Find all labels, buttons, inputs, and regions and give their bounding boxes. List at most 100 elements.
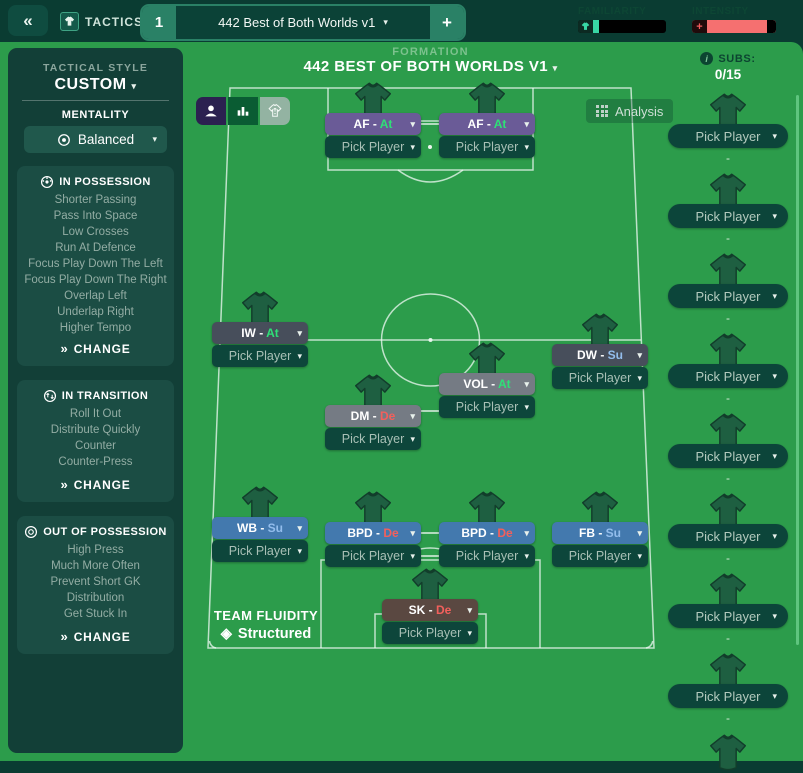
instruction-item: Low Crosses [62, 226, 129, 238]
role-duty-button[interactable]: IW - At ▾ [212, 322, 308, 344]
chevron-down-icon: ▾ [772, 450, 777, 461]
section-title: OUT OF POSSESSION [24, 525, 167, 539]
section-instructions: Shorter Passing Pass Into Space Low Crosse… [24, 192, 166, 336]
pick-player-button[interactable]: Pick Player ▾ [212, 345, 308, 367]
sub-pick-player-button[interactable]: Pick Player ▾ [668, 364, 788, 388]
role-duty-button[interactable]: DM - De ▾ [325, 405, 421, 427]
pick-player-button[interactable]: Pick Player ▾ [382, 622, 478, 644]
sub-pick-player-button[interactable]: Pick Player ▾ [668, 524, 788, 548]
formation-name: 442 BEST OF BOTH WORLDS V1 [303, 58, 549, 75]
add-tactic-button[interactable]: + [430, 6, 464, 39]
tactical-style-dropdown[interactable]: CUSTOM ▾ [8, 76, 183, 94]
sub-pick-player-button[interactable]: Pick Player ▾ [668, 124, 788, 148]
tactics-kit-icon [60, 12, 79, 31]
kit-view-button[interactable] [260, 97, 290, 125]
role-duty-button[interactable]: AF - At ▾ [439, 113, 535, 135]
double-chevron-icon: » [60, 477, 68, 492]
mentality-label: MENTALITY [61, 109, 130, 121]
familiarity-bar [578, 20, 666, 33]
pick-player-label: Pick Player [695, 688, 761, 704]
chevron-down-icon: ▾ [772, 610, 777, 621]
sub-separator: - [726, 311, 730, 325]
role-duty-button[interactable]: SK - De ▾ [382, 599, 478, 621]
chevron-down-icon: ▾ [410, 410, 415, 421]
sub-pick-player-button[interactable]: Pick Player ▾ [668, 204, 788, 228]
intensity-cap [767, 20, 776, 33]
chevron-down-icon: ▾ [467, 627, 472, 638]
scrollbar[interactable] [796, 95, 799, 645]
chevron-down-icon: ▾ [467, 604, 472, 615]
section-instructions: High Press Much More Often Prevent Short G… [50, 542, 140, 622]
role-duty-button[interactable]: AF - At ▾ [325, 113, 421, 135]
structured-diamond-icon: ◈ [220, 626, 232, 642]
out-of-possession-icon [24, 525, 38, 539]
pick-player-button[interactable]: Pick Player ▾ [439, 136, 535, 158]
pick-player-button[interactable]: Pick Player ▾ [325, 136, 421, 158]
mentality-dropdown[interactable]: Balanced ▾ [24, 126, 167, 153]
pick-player-button[interactable]: Pick Player ▾ [439, 396, 535, 418]
transition-icon [43, 389, 57, 403]
instruction-item: Counter-Press [58, 456, 133, 468]
change-button[interactable]: » CHANGE [60, 477, 131, 492]
pick-player-label: Pick Player [455, 549, 519, 563]
pick-player-button[interactable]: Pick Player ▾ [552, 545, 648, 567]
familiarity-kit-icon [578, 20, 593, 33]
role-duty-button[interactable]: FB - Su ▾ [552, 522, 648, 544]
role-duty-label: VOL - At [463, 377, 511, 391]
sub-separator: - [726, 391, 730, 405]
pick-player-label: Pick Player [341, 140, 405, 154]
instruction-item: Focus Play Down The Left [28, 258, 163, 270]
pick-player-label: Pick Player [341, 549, 405, 563]
chevron-down-icon: ▾ [637, 349, 642, 360]
chevron-down-icon: ▾ [410, 527, 415, 538]
familiarity-label: FAMILIARITY [578, 6, 647, 17]
chevron-down-icon: ▾ [637, 550, 642, 561]
pick-player-label: Pick Player [228, 349, 292, 363]
tactic-name-dropdown[interactable]: 442 Best of Both Worlds v1 ▾ [176, 6, 430, 39]
subs-header: i SUBS: 0/15 [668, 52, 788, 82]
role-duty-button[interactable]: DW - Su ▾ [552, 344, 648, 366]
formation-dropdown[interactable]: 442 BEST OF BOTH WORLDS V1 ▾ [193, 58, 668, 75]
pick-player-button[interactable]: Pick Player ▾ [325, 428, 421, 450]
sub-pick-player-button[interactable]: Pick Player ▾ [668, 444, 788, 468]
pick-player-label: Pick Player [695, 608, 761, 624]
back-button[interactable]: « [8, 5, 48, 36]
sub-separator: - [726, 231, 730, 245]
chevron-down-icon: ▾ [637, 527, 642, 538]
divider [22, 100, 169, 101]
sub-pick-player-button[interactable]: Pick Player ▾ [668, 284, 788, 308]
sub-separator: - [726, 711, 730, 725]
pick-player-button[interactable]: Pick Player ▾ [439, 545, 535, 567]
instruction-item: Run At Defence [55, 242, 136, 254]
instruction-item: Counter [75, 440, 116, 452]
role-duty-label: AF - At [353, 117, 393, 131]
change-button[interactable]: » CHANGE [60, 629, 131, 644]
instruction-item: Pass Into Space [53, 210, 138, 222]
sub-separator: - [726, 631, 730, 645]
role-duty-label: IW - At [241, 326, 279, 340]
role-duty-label: BPD - De [461, 526, 513, 540]
pick-player-button[interactable]: Pick Player ▾ [212, 540, 308, 562]
chevron-down-icon: ▾ [524, 378, 529, 389]
sub-pick-player-button[interactable]: Pick Player ▾ [668, 604, 788, 628]
stats-view-button[interactable] [228, 97, 258, 125]
team-fluidity: TEAM FLUIDITY ◈ Structured [198, 608, 334, 642]
pick-player-button[interactable]: Pick Player ▾ [325, 545, 421, 567]
chevron-down-icon: ▾ [410, 550, 415, 561]
pick-player-label: Pick Player [341, 432, 405, 446]
instruction-item: Shorter Passing [54, 194, 137, 206]
sub-pick-player-button[interactable]: Pick Player ▾ [668, 684, 788, 708]
chevron-down-icon: ▾ [772, 690, 777, 701]
tactics-sidebar: TACTICAL STYLE CUSTOM ▾ MENTALITY Balanc… [8, 48, 183, 753]
team-fluidity-label: TEAM FLUIDITY [213, 608, 319, 623]
change-button[interactable]: » CHANGE [60, 341, 131, 356]
role-duty-button[interactable]: VOL - At ▾ [439, 373, 535, 395]
role-duty-button[interactable]: BPD - De ▾ [439, 522, 535, 544]
intensity-label: INTENSITY [692, 6, 749, 17]
pick-player-button[interactable]: Pick Player ▾ [552, 367, 648, 389]
role-duty-button[interactable]: WB - Su ▾ [212, 517, 308, 539]
player-view-button[interactable] [196, 97, 226, 125]
tactic-tab-1[interactable]: 1 [142, 6, 176, 39]
analysis-button[interactable]: Analysis [586, 99, 674, 123]
role-duty-button[interactable]: BPD - De ▾ [325, 522, 421, 544]
